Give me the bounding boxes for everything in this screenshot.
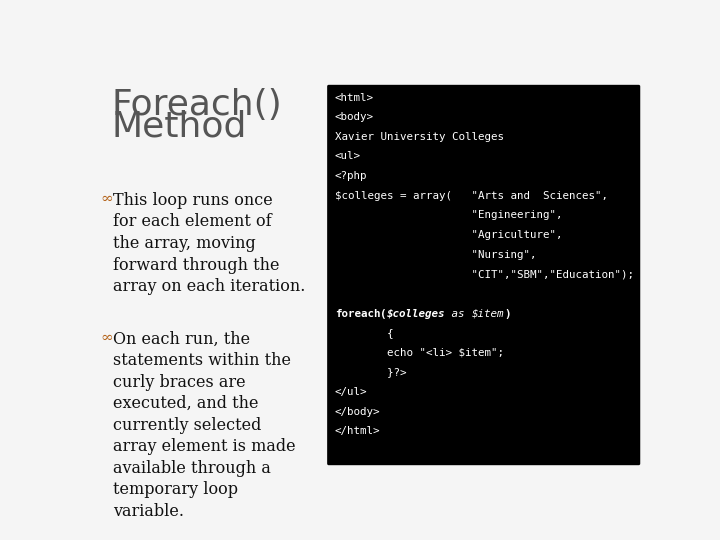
Text: as: as	[446, 308, 472, 319]
Text: Xavier University Colleges: Xavier University Colleges	[335, 132, 504, 142]
Text: $colleges = array(   "Arts and  Sciences",: $colleges = array( "Arts and Sciences",	[335, 191, 608, 201]
Text: Method: Method	[112, 110, 247, 144]
Text: <html>: <html>	[335, 92, 374, 103]
Text: On each run, the
statements within the
curly braces are
executed, and the
curren: On each run, the statements within the c…	[113, 330, 296, 520]
Text: "Agriculture",: "Agriculture",	[335, 230, 562, 240]
Text: $colleges: $colleges	[387, 308, 446, 319]
Text: "CIT","SBM","Education");: "CIT","SBM","Education");	[335, 269, 634, 279]
Text: }?>: }?>	[335, 367, 406, 377]
Text: "Engineering",: "Engineering",	[335, 211, 562, 220]
Text: Foreach(): Foreach()	[112, 88, 282, 122]
Text: This loop runs once
for each element of
the array, moving
forward through the
ar: This loop runs once for each element of …	[113, 192, 305, 295]
Text: foreach: foreach	[335, 308, 380, 319]
Text: ∞: ∞	[101, 330, 114, 345]
Text: </html>: </html>	[335, 426, 380, 436]
Text: ∞: ∞	[101, 192, 114, 206]
FancyBboxPatch shape	[84, 59, 654, 487]
Text: </ul>: </ul>	[335, 387, 367, 397]
FancyBboxPatch shape	[327, 85, 640, 465]
Text: ): )	[504, 308, 510, 319]
Text: $item: $item	[472, 308, 504, 319]
Text: "Nursing",: "Nursing",	[335, 249, 536, 260]
Text: <body>: <body>	[335, 112, 374, 122]
Text: <ul>: <ul>	[335, 151, 361, 161]
Text: (: (	[380, 308, 387, 319]
Text: echo "<li> $item";: echo "<li> $item";	[335, 348, 504, 358]
Text: <?php: <?php	[335, 171, 367, 181]
Text: </body>: </body>	[335, 407, 380, 417]
Text: {: {	[335, 328, 393, 338]
